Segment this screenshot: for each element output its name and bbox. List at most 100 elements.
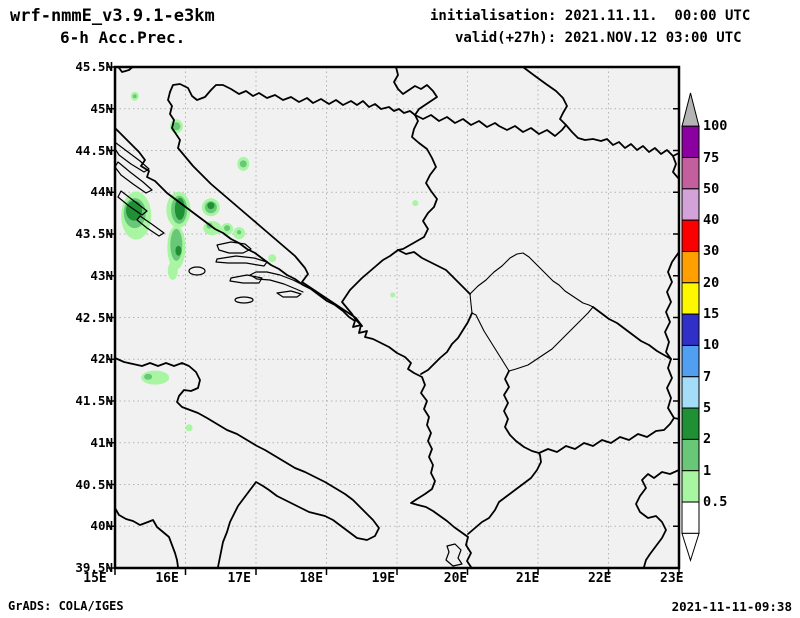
lat-label: 44N xyxy=(90,184,113,200)
lat-label: 41.5N xyxy=(75,393,113,408)
colorbar-level-label: 1 xyxy=(703,462,712,479)
border-croatia-bosnia-una xyxy=(167,91,363,327)
precip-cell xyxy=(172,122,181,131)
lon-label: 15E xyxy=(83,571,107,586)
map-background xyxy=(115,67,679,568)
precip-cell xyxy=(390,292,396,298)
lon-label: 17E xyxy=(227,571,251,586)
colorbar-segment xyxy=(681,438,700,472)
colorbar-level-label: 2 xyxy=(703,431,712,448)
colorbar-underflow-arrow xyxy=(681,532,700,563)
lon-label: 19E xyxy=(371,571,396,586)
precip-cell xyxy=(132,94,137,99)
colorbar-segment xyxy=(681,282,700,315)
colorbar-segment xyxy=(681,407,700,440)
colorbar-level-label: 40 xyxy=(703,212,720,229)
precip-cell xyxy=(144,373,153,380)
colorbar-segment xyxy=(681,501,700,534)
model-title: wrf-nmmE_v3.9.1-e3km xyxy=(10,6,215,26)
border-serbia-romania-danube xyxy=(414,114,679,157)
border-macedonia-greece xyxy=(538,417,675,454)
island-lastovo xyxy=(234,296,254,304)
precip-cell xyxy=(174,197,185,220)
border-croatia-bosnia-sava xyxy=(169,83,416,116)
border-serbia-bulgaria-north xyxy=(672,155,679,180)
lat-label: 39.5N xyxy=(75,560,113,575)
lon-label: 23E xyxy=(660,571,684,586)
colorbar-segment xyxy=(681,125,700,159)
colorbar-level-label: 75 xyxy=(703,149,720,166)
colorbar-segment xyxy=(681,219,700,252)
lat-label: 44.5N xyxy=(75,142,113,158)
lat-label: 41N xyxy=(90,434,113,450)
lat-label: 43.5N xyxy=(75,226,113,241)
colorbar-level-label: 100 xyxy=(703,118,728,135)
lat-label: 45N xyxy=(90,100,113,116)
island-corfu xyxy=(445,543,463,567)
border-bosnia-serbia-drina xyxy=(397,114,438,251)
peninsula-peljesac xyxy=(249,271,306,293)
valid-time-line: valid(+27h): 2021.NOV.12 03:00 UTC xyxy=(455,30,742,46)
precip-cell xyxy=(224,225,231,232)
coastlines-and-borders xyxy=(115,67,679,568)
colorbar-level-label: 20 xyxy=(703,274,720,291)
lat-label: 40.5N xyxy=(75,476,113,492)
colorbar-level-label: 7 xyxy=(703,368,712,385)
precip-cell xyxy=(175,245,182,256)
border-serbia-bulgaria-south xyxy=(664,251,679,360)
precipitation-shading xyxy=(121,91,419,432)
precip-cell xyxy=(412,200,419,207)
colorbar-segment xyxy=(681,188,700,221)
colorbar xyxy=(681,92,700,563)
border-macedonia-albania xyxy=(503,370,540,454)
coastline-italy-tyrrhenian xyxy=(115,507,179,568)
plot-timestamp: 2021-11-11-09:38 xyxy=(671,599,792,614)
precip-cell xyxy=(167,261,178,280)
island-vis xyxy=(188,266,206,276)
precip-cell xyxy=(239,160,247,168)
colorbar-segment xyxy=(681,250,700,284)
border-kosovo xyxy=(469,252,594,372)
lon-label: 20E xyxy=(443,571,468,586)
product-title: 6-h Acc.Prec. xyxy=(60,28,186,47)
lat-label: 45.5N xyxy=(75,59,113,74)
border-montenegro-albania xyxy=(420,312,473,375)
border-macedonia-bulgaria xyxy=(666,358,679,420)
precip-cell xyxy=(207,202,215,210)
lon-label: 21E xyxy=(515,571,540,586)
colorbar-level-label: 0.5 xyxy=(703,494,728,511)
border-bosnia-montenegro xyxy=(341,249,399,327)
border-montenegro-serbia xyxy=(397,249,471,295)
lon-label: 16E xyxy=(155,571,179,586)
border-croatia-serbia-danube xyxy=(393,67,438,116)
border-albania-greece xyxy=(467,452,542,535)
colorbar-overflow-arrow xyxy=(681,92,700,127)
colorbar-segment xyxy=(681,157,700,190)
lat-label: 40N xyxy=(90,518,113,534)
colorbar-level-label: 50 xyxy=(703,180,720,197)
colorbar-segment xyxy=(681,313,700,346)
axis-ticks xyxy=(107,66,680,575)
colorbar-level-label: 15 xyxy=(703,306,720,323)
coastline-dalmatia-albania xyxy=(115,127,472,568)
colorbar-level-label: 30 xyxy=(703,243,720,260)
lon-label: 18E xyxy=(299,571,324,586)
colorbar-segment xyxy=(681,376,700,409)
lat-label: 42.5N xyxy=(75,309,113,325)
lon-label: 22E xyxy=(587,571,612,586)
islands-croatian-archipelago xyxy=(115,142,302,298)
border-serbia-romania-banat xyxy=(522,67,568,126)
precip-cell xyxy=(268,254,277,263)
coastline-italy-adriatic xyxy=(115,357,380,568)
colorbar-segment xyxy=(681,344,700,378)
precip-cell xyxy=(236,230,242,235)
colorbar-level-label: 10 xyxy=(703,337,720,354)
colorbar-level-label: 5 xyxy=(703,400,712,417)
init-time-line: initialisation: 2021.11.11. 00:00 UTC xyxy=(430,8,751,24)
precip-cell xyxy=(170,228,183,261)
border-serbia-macedonia xyxy=(592,306,672,360)
precip-cell xyxy=(125,200,143,221)
lat-label: 43N xyxy=(90,267,113,283)
